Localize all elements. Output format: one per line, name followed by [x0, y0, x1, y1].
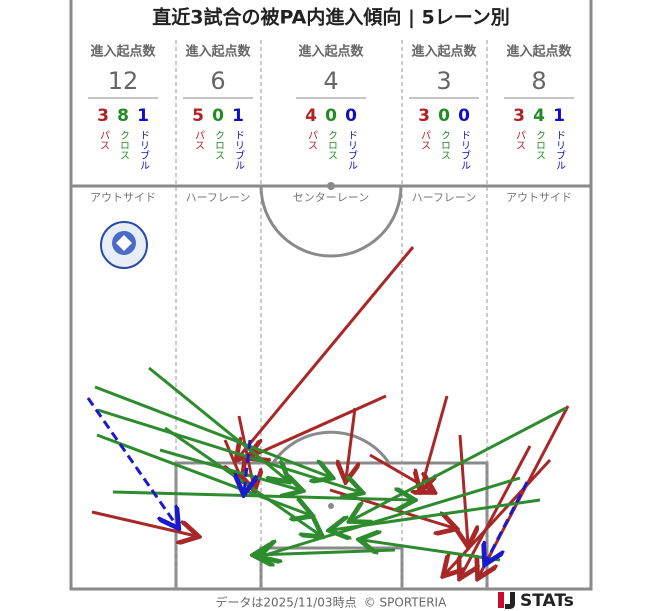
lane-header: 進入起点数 — [185, 44, 251, 60]
data-date: データは2025/11/03時点 — [215, 595, 356, 610]
lane-total: 3 — [436, 67, 451, 95]
pass-label: パス — [419, 130, 431, 150]
lane-header: 進入起点数 — [506, 44, 572, 60]
brand-mark — [498, 592, 504, 608]
pass-label: パス — [514, 130, 526, 150]
lane-total: 8 — [531, 67, 546, 95]
dribble-label: ドリブル — [554, 130, 566, 170]
dribble-label: ドリブル — [233, 130, 245, 170]
lane-name: アウトサイド — [90, 191, 156, 204]
entry-arrows — [86, 246, 570, 576]
pass-label: パス — [98, 130, 110, 150]
pass-count: 3 — [418, 106, 430, 126]
pass-count: 5 — [192, 106, 204, 126]
cross-label: クロス — [213, 130, 224, 160]
lane-name: ハーフレーン — [186, 191, 251, 204]
dribble-count: 0 — [345, 106, 357, 126]
cross-label: クロス — [534, 130, 545, 160]
pass-count: 4 — [305, 106, 317, 126]
lane-total: 6 — [210, 67, 225, 95]
dribble-label: ドリブル — [138, 130, 150, 170]
lane-total: 4 — [323, 67, 338, 95]
cross-count: 0 — [212, 106, 224, 126]
lane-header: 進入起点数 — [298, 44, 364, 60]
cross-label: クロス — [118, 130, 129, 160]
lane-header: 進入起点数 — [90, 44, 156, 60]
club-logo — [100, 221, 148, 269]
cross-count: 0 — [325, 106, 337, 126]
brand-mark — [505, 592, 515, 609]
cross-label: クロス — [439, 130, 450, 160]
pass-label: パス — [306, 130, 318, 150]
cross-count: 4 — [533, 106, 545, 126]
lane-name: センターレーン — [293, 191, 369, 204]
dribble-count: 1 — [137, 106, 149, 126]
cross-count: 0 — [438, 106, 450, 126]
lane-name: ハーフレーン — [412, 191, 477, 204]
dribble-count: 0 — [458, 106, 470, 126]
pass-label: パス — [193, 130, 205, 150]
cross-label: クロス — [326, 130, 337, 160]
lane-total: 12 — [108, 67, 139, 95]
lane-header: 進入起点数 — [411, 44, 477, 60]
dribble-count: 1 — [232, 106, 244, 126]
dribble-count: 1 — [553, 106, 565, 126]
pass-count: 3 — [97, 106, 109, 126]
cross-count: 8 — [117, 106, 129, 126]
dribble-label: ドリブル — [459, 130, 471, 170]
copyright: © SPORTERIA — [364, 596, 447, 610]
dribble-label: ドリブル — [346, 130, 358, 170]
title: 直近3試合の被PA内進入傾向 | 5レーン別 — [152, 6, 510, 29]
lane-name: アウトサイド — [506, 191, 572, 204]
brand: STATs — [520, 591, 574, 611]
pass-count: 3 — [513, 106, 525, 126]
